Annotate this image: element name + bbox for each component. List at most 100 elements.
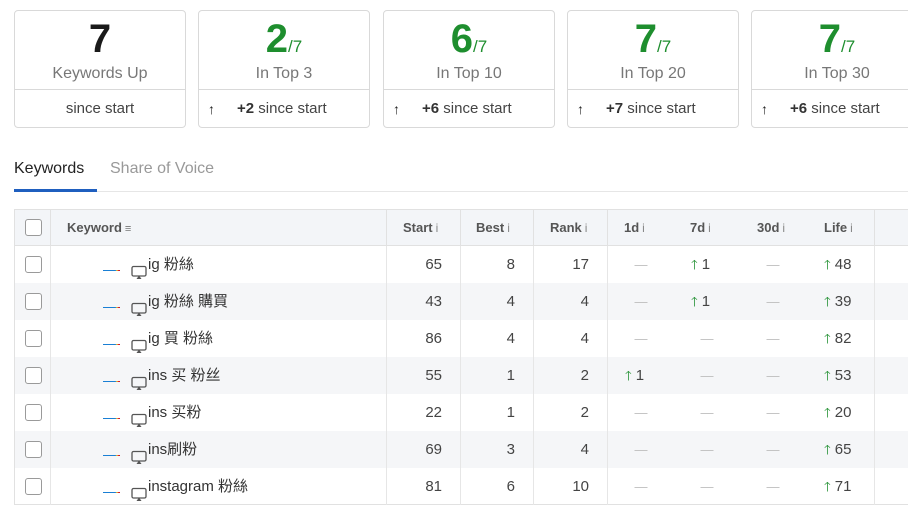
card-value: 7 — [88, 17, 112, 61]
select-cell — [15, 468, 51, 505]
info-icon[interactable]: i — [850, 221, 853, 235]
desktop-icon — [131, 257, 147, 279]
d30-cell: — — [740, 468, 806, 505]
select-cell — [15, 431, 51, 468]
header-rank[interactable]: Rank i — [534, 210, 608, 246]
start-cell: 86 — [387, 320, 461, 357]
table-row[interactable]: instagram 粉絲 81 6 10 — — — 🡑 71 — [15, 468, 908, 505]
card-top: 6/7 In Top 10 — [384, 11, 554, 90]
keyword-text[interactable]: ig 粉絲 購買 — [148, 293, 229, 310]
header-start[interactable]: Start i — [387, 210, 461, 246]
header-1d[interactable]: 1d i — [608, 210, 674, 246]
row-checkbox[interactable] — [25, 293, 42, 310]
desktop-icon — [131, 376, 147, 390]
card-delta: +2 — [237, 100, 255, 117]
rank-cell: 10 — [534, 468, 608, 505]
select-all-checkbox[interactable] — [25, 219, 42, 236]
tab-bar: Keywords Share of Voice — [14, 150, 908, 192]
card-top: 2/7 In Top 3 — [199, 11, 369, 90]
header-30d-label: 30d — [757, 220, 780, 235]
summary-card: 6/7 In Top 10 ↑ +6 since start — [383, 10, 555, 128]
keyword-text[interactable]: ins 买粉 — [148, 404, 202, 421]
d1-cell: — — [608, 283, 674, 320]
info-icon[interactable]: i — [507, 221, 510, 235]
no-change-dash: — — [700, 368, 714, 383]
row-checkbox[interactable] — [25, 478, 42, 495]
no-change-dash: — — [634, 294, 648, 309]
flag-icon — [103, 492, 120, 493]
no-change-dash: — — [700, 479, 714, 494]
card-label: In Top 3 — [255, 65, 313, 82]
no-change-dash: — — [766, 294, 780, 309]
life-cell: 🡑 20 — [806, 394, 875, 431]
row-checkbox[interactable] — [25, 330, 42, 347]
flag-icon — [103, 455, 120, 456]
keyword-text[interactable]: ig 買 粉絲 — [148, 330, 214, 347]
card-delta-text: +2 since start — [237, 90, 327, 128]
keyword-text[interactable]: ins 买 粉丝 — [148, 367, 221, 384]
d7-cell: — — [674, 431, 740, 468]
keyword-cell: ins 买 粉丝 — [51, 357, 387, 394]
tab-share-of-voice[interactable]: Share of Voice — [110, 160, 215, 177]
header-7d[interactable]: 7d i — [674, 210, 740, 246]
table-row[interactable]: ig 粉絲 65 8 17— 🡑 1— 🡑 48 — [15, 246, 908, 283]
start-cell: 55 — [387, 357, 461, 394]
table-row[interactable]: ins 买 粉丝 55 1 2 🡑 1— — 🡑 53 — [15, 357, 908, 394]
d30-cell: — — [740, 357, 806, 394]
card-since: since start — [627, 100, 696, 117]
info-icon[interactable]: i — [584, 221, 588, 235]
header-select-cell — [15, 210, 51, 246]
card-label: In Top 20 — [620, 65, 686, 82]
row-checkbox[interactable] — [25, 367, 42, 384]
header-life[interactable]: Life i — [806, 210, 875, 246]
desktop-icon — [131, 413, 147, 427]
info-icon[interactable]: i — [782, 221, 786, 235]
header-1d-label: 1d — [624, 220, 640, 235]
row-checkbox[interactable] — [25, 256, 42, 273]
keyword-text[interactable]: ins刷粉 — [148, 441, 198, 458]
keyword-text[interactable]: ig 粉絲 — [148, 256, 194, 273]
d1-cell: — — [608, 468, 674, 505]
card-denominator: /7 — [657, 37, 672, 56]
info-icon[interactable]: i — [435, 221, 439, 235]
no-change-dash: — — [766, 257, 780, 272]
keyword-text[interactable]: instagram 粉絲 — [148, 478, 249, 495]
table-row[interactable]: ins刷粉 69 3 4 — — — 🡑 65 — [15, 431, 908, 468]
select-cell — [15, 357, 51, 394]
best-cell: 1 — [461, 394, 534, 431]
life-cell: 🡑 65 — [806, 431, 875, 468]
flag-icon — [103, 444, 120, 456]
arrow-up-icon: 🡑 — [691, 257, 698, 272]
desktop-icon — [131, 331, 147, 353]
card-since: since start — [443, 100, 512, 117]
card-label: In Top 30 — [804, 65, 870, 82]
d7-cell: — — [674, 468, 740, 505]
table-row[interactable]: ig 粉絲 購買 43 4 4— 🡑 1— 🡑 39 — [15, 283, 908, 320]
keyword-cell: ig 買 粉絲 — [51, 320, 387, 357]
tab-keywords[interactable]: Keywords — [14, 160, 85, 177]
header-30d[interactable]: 30d i — [740, 210, 806, 246]
header-best[interactable]: Best i — [461, 210, 534, 246]
no-change-dash: — — [700, 442, 714, 457]
info-icon[interactable]: i — [642, 221, 645, 235]
no-change-dash: — — [766, 479, 780, 494]
card-since: since start — [65, 100, 135, 117]
table-row[interactable]: ins 买粉 22 1 2 — — — 🡑 20 — [15, 394, 908, 431]
table-header: Keyword ≡ Start i Best i Rank i 1d i 7d i 30d i… — [15, 210, 908, 246]
row-checkbox[interactable] — [25, 441, 42, 458]
summary-card: 2/7 In Top 3 ↑ +2 since start — [198, 10, 370, 128]
best-cell: 3 — [461, 431, 534, 468]
life-cell: 🡑 48 — [806, 246, 875, 283]
header-start-label: Start — [403, 220, 433, 235]
header-keyword[interactable]: Keyword ≡ — [51, 210, 387, 246]
info-icon[interactable]: i — [708, 221, 711, 235]
row-checkbox[interactable] — [25, 404, 42, 421]
sort-icon[interactable]: ≡ — [124, 223, 132, 235]
desktop-icon — [131, 442, 147, 464]
desktop-icon — [131, 405, 147, 427]
table-row[interactable]: ig 買 粉絲 86 4 4— — — 🡑 82 — [15, 320, 908, 357]
flag-icon — [103, 418, 120, 419]
d1-cell: — — [608, 320, 674, 357]
flag-icon — [103, 407, 120, 419]
rank-cell: 2 — [534, 394, 608, 431]
